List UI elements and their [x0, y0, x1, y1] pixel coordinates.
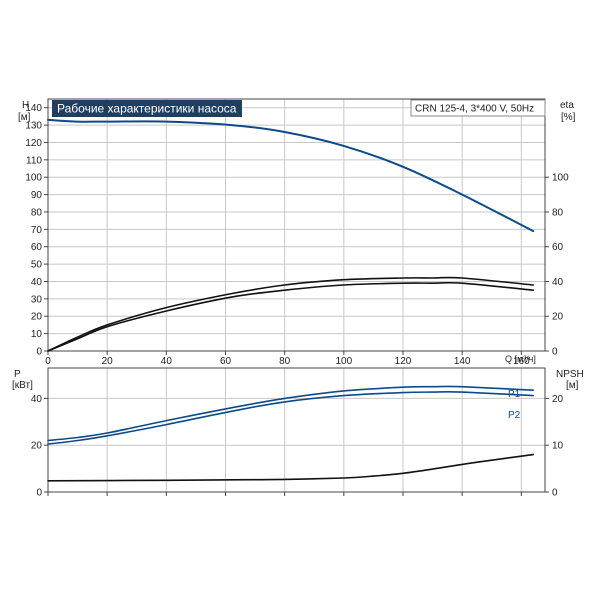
y-left-tick-label: 120 — [25, 138, 42, 149]
series-label-p1: P1 — [508, 389, 521, 400]
series-label-p2: P2 — [508, 410, 521, 421]
x-tick-label: 140 — [454, 356, 471, 367]
series-line-1-1 — [47, 391, 534, 445]
y-axis-label-power: P — [14, 369, 21, 380]
y-left-tick-label: 40 — [31, 394, 43, 405]
x-tick-label: 40 — [161, 356, 173, 367]
series-line-1-0 — [47, 385, 534, 442]
y-left-tick-label: 70 — [31, 225, 43, 236]
y-left-tick-label: 80 — [31, 207, 43, 218]
y-right-tick-label: 10 — [552, 441, 564, 452]
y-right-tick-label: 40 — [552, 277, 564, 288]
y-right-tick-label: 100 — [552, 173, 569, 184]
y-axis-label-head: H — [22, 100, 29, 111]
series-line-0-1 — [47, 276, 534, 352]
x-tick-label: 160 — [513, 356, 530, 367]
y-axis-unit-eta: [%] — [561, 112, 576, 123]
bottom-plot-frame — [47, 367, 546, 493]
y-right-tick-label: 0 — [552, 347, 558, 358]
y-axis-unit-head: [м] — [18, 112, 31, 123]
y-right-tick-label: 20 — [552, 312, 564, 323]
y-right-tick-label: 60 — [552, 242, 564, 253]
x-tick-label: 20 — [102, 356, 114, 367]
y-left-tick-label: 40 — [31, 277, 43, 288]
y-left-tick-label: 0 — [36, 347, 42, 358]
x-tick-label: 120 — [395, 356, 412, 367]
y-axis-label-npsh: NPSH — [556, 369, 584, 380]
y-left-tick-label: 130 — [25, 121, 42, 132]
y-axis-label-eta: eta — [560, 100, 574, 111]
y-right-tick-label: 80 — [552, 207, 564, 218]
y-left-tick-label: 20 — [31, 312, 43, 323]
y-left-tick-label: 100 — [25, 173, 42, 184]
y-left-tick-label: 50 — [31, 260, 43, 271]
y-left-tick-label: 60 — [31, 242, 43, 253]
series-line-0-0 — [47, 118, 535, 233]
y-right-tick-label: 20 — [552, 394, 564, 405]
chart-subtitle-box — [410, 99, 546, 117]
x-tick-label: 0 — [45, 356, 51, 367]
x-axis-label: Q [м³/ч] — [505, 354, 536, 364]
chart-title-box — [52, 100, 242, 117]
top-plot-frame — [47, 98, 546, 352]
y-left-tick-label: 90 — [31, 190, 43, 201]
chart-title: Рабочие характеристики насоса — [57, 102, 237, 116]
x-tick-label: 100 — [335, 356, 352, 367]
x-tick-label: 60 — [220, 356, 232, 367]
y-axis-unit-power: [кВт] — [12, 380, 33, 391]
chart-subtitle: CRN 125-4, 3*400 V, 50Hz — [415, 104, 534, 115]
y-right-tick-label: 0 — [552, 488, 558, 499]
y-left-tick-label: 20 — [31, 441, 43, 452]
y-left-tick-label: 140 — [25, 103, 42, 114]
series-line-1-2 — [47, 453, 534, 482]
y-left-tick-label: 0 — [36, 488, 42, 499]
y-left-tick-label: 30 — [31, 294, 43, 305]
y-axis-unit-npsh: [м] — [566, 380, 579, 391]
y-left-tick-label: 110 — [26, 155, 42, 166]
x-tick-label: 80 — [279, 356, 291, 367]
y-left-tick-label: 10 — [31, 329, 43, 340]
series-line-0-2 — [47, 281, 534, 352]
